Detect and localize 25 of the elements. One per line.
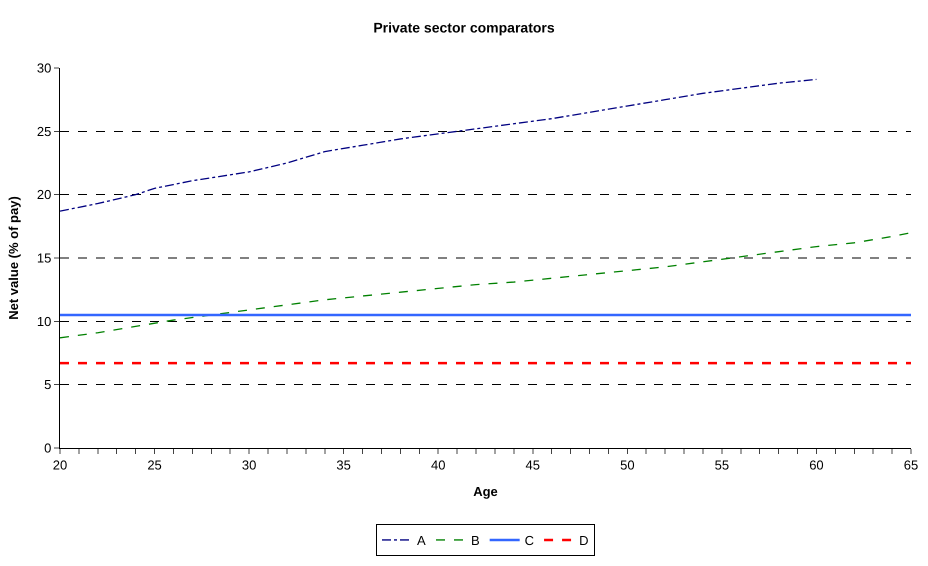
y-axis-title: Net value (% of pay) [6,196,21,320]
chart-title: Private sector comparators [373,19,555,36]
x-tick-label: 50 [620,458,635,473]
x-tick-label: 35 [336,458,351,473]
y-tick-label: 30 [36,60,52,76]
x-tick-label: 25 [147,458,162,473]
y-tick-label: 20 [36,187,52,202]
y-tick-label: 15 [36,250,52,266]
legend-label: C [524,533,534,548]
y-tick-label: 10 [36,314,52,329]
x-tick-label: 45 [526,458,540,473]
legend-label: A [417,533,426,548]
legend-label: D [579,533,588,548]
line-series [60,78,818,212]
x-tick-label: 40 [430,458,446,473]
x-tick-label: 65 [904,458,918,473]
y-tick-label: 25 [36,124,52,139]
x-tick-label: 60 [809,458,824,473]
x-axis-title: Age [473,484,498,500]
y-tick-label: 0 [44,440,52,456]
legend-label: B [471,533,480,548]
line-series [60,232,911,338]
y-tick-label: 5 [44,377,52,392]
x-tick-label: 55 [714,458,730,473]
x-tick-label: 30 [242,458,256,473]
